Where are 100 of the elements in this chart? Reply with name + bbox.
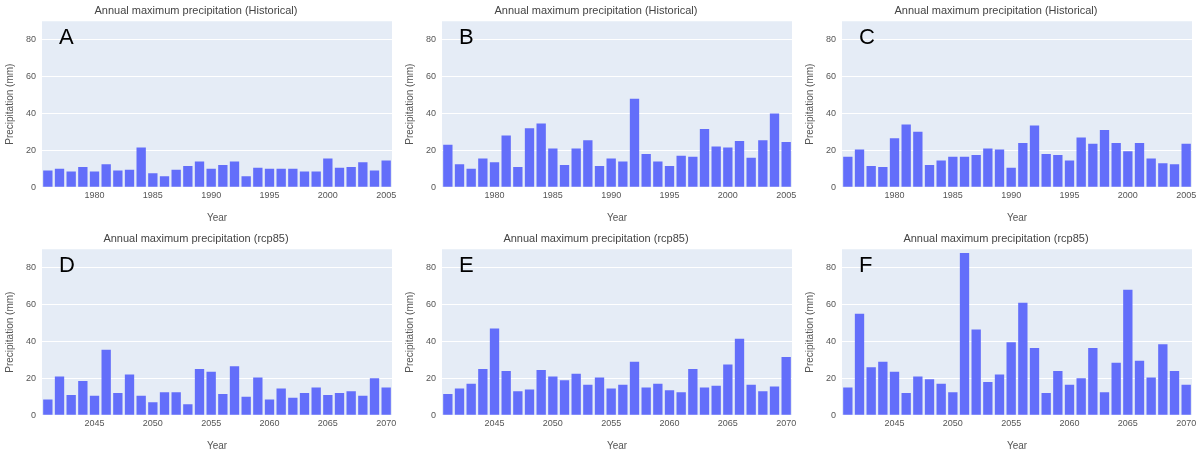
bar [1053, 154, 1063, 187]
chart-title: Annual maximum precipitation (rcp85) [503, 231, 689, 244]
bar [653, 161, 663, 187]
bar [901, 393, 911, 415]
bar [936, 160, 946, 187]
bar [1006, 167, 1016, 187]
bar [1134, 360, 1145, 415]
bar [194, 161, 205, 187]
bar [358, 395, 368, 415]
x-axis-title: Year [1006, 211, 1028, 223]
bar [466, 168, 476, 187]
bar [536, 370, 546, 415]
bar [1018, 302, 1028, 415]
bar [136, 147, 146, 187]
bar [1076, 378, 1086, 415]
bar [124, 169, 135, 187]
bar [183, 404, 193, 415]
bar [1029, 125, 1040, 187]
y-tick-label: 0 [31, 181, 37, 192]
bar [734, 141, 745, 187]
bar [781, 357, 791, 415]
bar [276, 388, 286, 415]
bar [1111, 142, 1121, 187]
x-tick-label: 2060 [259, 418, 280, 429]
bar [218, 165, 228, 187]
bar [878, 361, 888, 415]
y-tick-label: 40 [26, 107, 37, 118]
bar [758, 140, 768, 187]
y-axis-title: Precipitation (mm) [403, 63, 415, 145]
bar [676, 155, 686, 187]
bar [889, 371, 900, 415]
y-tick-label: 40 [426, 335, 437, 346]
x-tick-label: 1995 [259, 190, 280, 201]
annotation: E [459, 252, 474, 278]
bar [513, 166, 523, 187]
bar [489, 328, 500, 415]
bar [171, 169, 181, 187]
bar [723, 364, 733, 415]
bar [971, 329, 981, 415]
y-tick-label: 80 [826, 34, 837, 45]
bar [571, 148, 581, 187]
bar [454, 164, 465, 187]
bar [513, 391, 523, 415]
bar [264, 399, 275, 415]
y-tick-label: 60 [826, 299, 837, 310]
bar [323, 394, 333, 415]
bar [688, 156, 698, 187]
bar [913, 376, 923, 415]
bar [229, 366, 240, 415]
bar [66, 394, 76, 415]
bar [381, 160, 391, 187]
bar [206, 371, 216, 415]
bar [676, 392, 686, 415]
bar [358, 162, 368, 187]
bar [583, 384, 593, 415]
x-axis-title: Year [606, 439, 628, 451]
y-tick-label: 0 [831, 409, 837, 420]
bar [594, 165, 605, 187]
y-axis-title: Precipitation (mm) [3, 291, 15, 373]
bar [866, 367, 876, 415]
bar [758, 391, 768, 415]
x-tick-label: 2050 [542, 418, 563, 429]
bar [113, 393, 123, 415]
x-axis-title: Year [206, 211, 228, 223]
bar [253, 167, 263, 187]
bar [478, 369, 488, 415]
x-tick-label: 2050 [942, 418, 963, 429]
bar [559, 380, 570, 415]
x-tick-label: 1990 [201, 190, 222, 201]
bar [299, 171, 310, 187]
bar [1053, 370, 1063, 415]
bar [443, 393, 453, 415]
bar [159, 392, 170, 415]
bar [629, 361, 640, 415]
y-tick-label: 80 [26, 34, 37, 45]
bar [159, 176, 170, 187]
bar [913, 131, 923, 187]
bar [1041, 393, 1051, 415]
y-tick-label: 60 [26, 71, 37, 82]
bar [971, 154, 981, 187]
y-tick-label: 20 [26, 372, 37, 383]
x-tick-label: 2045 [84, 418, 105, 429]
y-tick-label: 80 [26, 262, 37, 273]
x-tick-label: 2065 [1117, 418, 1138, 429]
bar [653, 383, 663, 415]
bar [334, 393, 345, 415]
annotation: F [859, 252, 873, 278]
x-tick-label: 2050 [142, 418, 163, 429]
y-tick-label: 60 [826, 71, 837, 82]
y-tick-label: 60 [426, 299, 437, 310]
bar [548, 148, 558, 187]
bar [1146, 377, 1156, 415]
chart-title: Annual maximum precipitation (Historical) [94, 3, 298, 16]
x-tick-label: 1980 [84, 190, 105, 201]
bar [1076, 137, 1086, 187]
bar [606, 388, 616, 415]
y-tick-label: 40 [826, 335, 837, 346]
bar [148, 173, 158, 187]
x-tick-label: 2060 [1059, 418, 1080, 429]
bar [1018, 142, 1028, 187]
